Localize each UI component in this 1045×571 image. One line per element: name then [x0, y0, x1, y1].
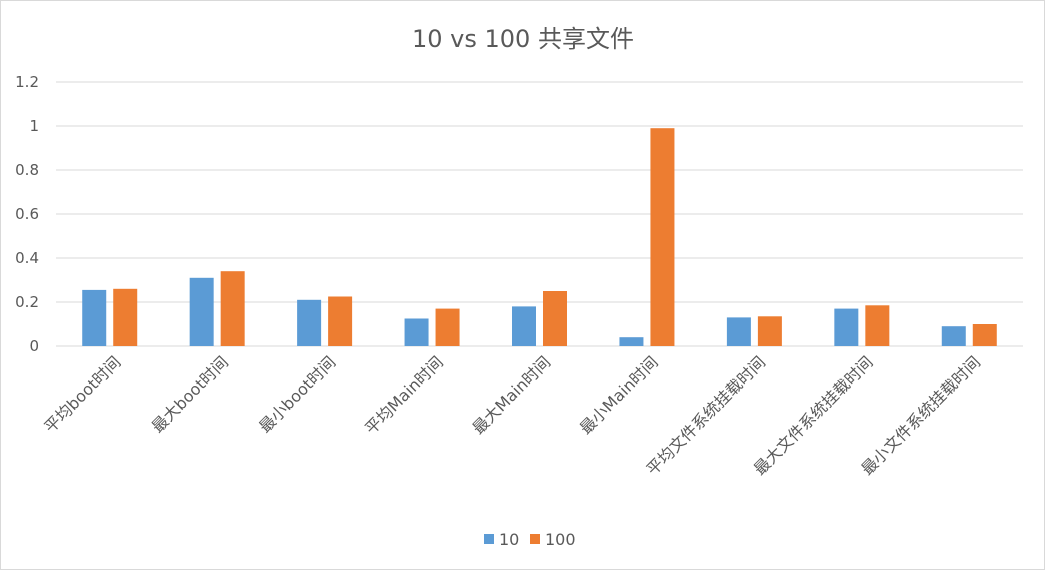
legend-swatch-10 — [484, 534, 494, 544]
y-tick-label: 0.8 — [15, 161, 39, 179]
bar-series-100 — [435, 308, 460, 346]
bar-series-100 — [113, 288, 138, 346]
bar-series-100 — [865, 305, 890, 346]
bar-series-10 — [189, 277, 214, 346]
y-tick-label: 0 — [29, 337, 39, 355]
x-category-label: 最小Main时间 — [576, 352, 662, 438]
y-tick-label: 1.2 — [15, 73, 39, 91]
bar-series-100 — [757, 316, 782, 346]
x-category-label: 最小文件系统挂载时间 — [858, 352, 985, 479]
bar-series-10 — [82, 289, 107, 346]
bar-series-10 — [297, 299, 322, 346]
x-category-label: 最小boot时间 — [255, 352, 339, 436]
x-category-label: 平均Main时间 — [361, 352, 447, 438]
bar-series-100 — [543, 291, 567, 346]
x-category-label: 平均文件系统挂载时间 — [643, 352, 770, 479]
bar-series-10 — [834, 308, 859, 346]
gridlines — [56, 81, 1023, 347]
bar-series-100 — [650, 128, 675, 346]
x-category-label: 最大boot时间 — [148, 352, 232, 436]
legend-label: 10 — [499, 530, 519, 549]
bar-series-100 — [972, 324, 997, 346]
bars — [82, 128, 997, 346]
bar-series-100 — [220, 271, 245, 346]
y-tick-label: 1 — [29, 117, 39, 135]
chart-title: 10 vs 100 共享文件 — [412, 25, 634, 53]
x-category-label: 平均boot时间 — [40, 352, 124, 436]
x-category-label: 最大文件系统挂载时间 — [750, 352, 877, 479]
bar-series-10 — [941, 326, 966, 346]
bar-series-10 — [726, 317, 751, 346]
legend: 10 100 — [484, 530, 576, 549]
legend-swatch-100 — [530, 534, 540, 544]
x-axis-categories: 平均boot时间 最大boot时间 最小boot时间 平均Main时间 最大Main时间… — [40, 352, 984, 479]
legend-label: 100 — [545, 530, 576, 549]
bar-series-10 — [619, 337, 644, 346]
bar-series-10 — [404, 318, 429, 346]
y-tick-label: 0.2 — [15, 293, 39, 311]
y-tick-label: 0.6 — [15, 205, 39, 223]
y-axis-ticks: 0 0.2 0.4 0.6 0.8 1 1.2 — [15, 73, 39, 355]
y-tick-label: 0.4 — [15, 249, 39, 267]
bar-series-100 — [328, 296, 353, 346]
bar-series-10 — [512, 306, 536, 346]
x-category-label: 最大Main时间 — [469, 352, 555, 438]
